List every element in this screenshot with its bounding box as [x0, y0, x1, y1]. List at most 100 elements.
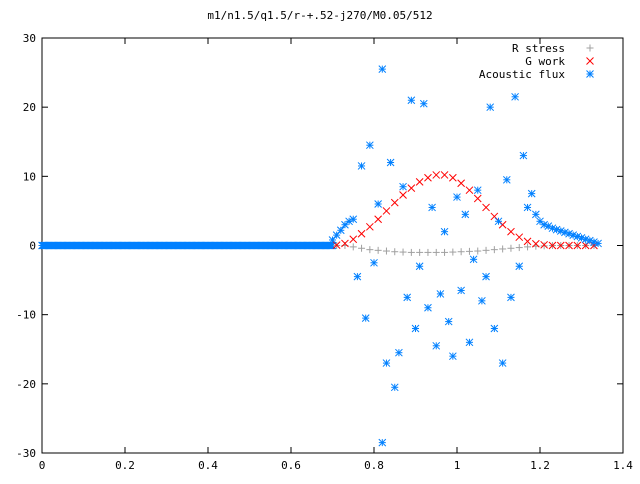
x-tick-label: 0.2 [115, 459, 135, 472]
x-tick-label: 0.4 [198, 459, 218, 472]
series-0-point [482, 246, 490, 254]
series-0-point [490, 246, 498, 254]
y-tick-label: -30 [16, 447, 36, 460]
series-0-point [407, 248, 415, 256]
series-2-point [390, 383, 399, 392]
series-0-point [358, 244, 366, 252]
series-2 [328, 65, 602, 447]
series-2-point [415, 262, 424, 271]
series-2-point [349, 215, 358, 224]
series-2-point [357, 162, 366, 170]
legend-label: Acoustic flux [479, 68, 565, 81]
series-1-point [573, 241, 582, 250]
series-2-point [502, 175, 511, 184]
series-1-point [357, 229, 366, 238]
series-2-point [457, 286, 466, 295]
series-2-point [407, 96, 416, 105]
series-2-point [465, 338, 474, 347]
series-1-point [540, 240, 549, 249]
series-1-point [382, 207, 391, 215]
series-1-point [565, 241, 573, 250]
series-1-point [548, 241, 557, 250]
series-2-point [453, 193, 461, 201]
series-1-point [407, 184, 416, 192]
series-2-point [498, 359, 507, 367]
series-1-point [523, 237, 532, 246]
series-0-point [432, 248, 440, 256]
series-2-point [336, 226, 345, 235]
series-1-point [465, 186, 474, 195]
series-2-point [403, 293, 412, 302]
series-0-point [349, 243, 357, 251]
series-1 [332, 171, 598, 250]
legend-marker [586, 70, 594, 78]
series-0-point [391, 248, 399, 256]
series-2-point [365, 141, 374, 150]
series-1-point [448, 173, 457, 182]
axis-layer: 0 0.2 0.4 0.6 0.8 1 1.2 1.4 -30 -20 -10 0 10 20 30 [16, 32, 633, 472]
series-2-point [395, 348, 403, 357]
series-2-point [378, 438, 387, 447]
series-0-point [465, 247, 473, 255]
series-1-point [341, 239, 349, 248]
legend-marker [586, 44, 594, 52]
series-0-point [416, 248, 424, 256]
x-tick-label: 0.6 [281, 459, 301, 472]
series-1-point [507, 227, 515, 236]
y-tick-label: 30 [23, 32, 36, 45]
series-2-point [478, 296, 486, 305]
x-tick-label: 1 [454, 459, 461, 472]
series-2-point [424, 303, 432, 312]
series-2-point [515, 262, 524, 271]
legend-marker [586, 57, 594, 65]
series-1-point [457, 179, 466, 188]
series-1-point [473, 194, 482, 203]
series-2-point [436, 290, 445, 298]
chart-title: m1/n1.5/q1.5/r-+.52-j270/M0.05/512 [207, 9, 432, 22]
series-1-point [415, 178, 424, 186]
series-1-point [531, 239, 540, 248]
y-tick-label: 10 [23, 170, 36, 183]
series-2-point [361, 314, 370, 322]
series-1-point [349, 235, 358, 244]
series-2-point [370, 258, 378, 267]
series-2-point [444, 317, 453, 326]
series-2-point [494, 217, 503, 226]
y-tick-label: 0 [29, 240, 36, 253]
series-2-point [556, 227, 565, 235]
series-1-point [374, 215, 383, 224]
series-2-point [523, 203, 532, 212]
series-0-point [524, 243, 532, 251]
series-0-point [457, 248, 465, 256]
legend-label: R stress [512, 42, 565, 55]
series-2-point [486, 103, 495, 112]
series-1-point [332, 241, 341, 250]
series-1-point [432, 171, 441, 179]
x-tick-label: 1.2 [530, 459, 550, 472]
series-1-point [515, 233, 524, 242]
series-2-point [428, 203, 436, 212]
series-2-point [432, 341, 441, 350]
series-2-point [374, 200, 383, 208]
series-2-point [527, 189, 536, 198]
series-2-point [411, 324, 420, 333]
series-2-point [531, 210, 540, 219]
series-2-point [469, 255, 478, 264]
series-2-point [448, 352, 457, 361]
series-2-point [353, 272, 362, 281]
series-0-point [540, 242, 548, 250]
x-tick-label: 1.4 [613, 459, 633, 472]
series-0-point [366, 246, 374, 254]
series-0-point [499, 245, 507, 253]
series-2-point [482, 272, 490, 281]
acoustic-flux-baseline [38, 241, 337, 250]
series-2-point [511, 92, 519, 101]
series-1-point [390, 198, 399, 207]
series-2-point [382, 359, 391, 367]
series-0-point [382, 247, 390, 255]
y-tick-label: -20 [16, 378, 36, 391]
series-0-point [399, 248, 407, 256]
